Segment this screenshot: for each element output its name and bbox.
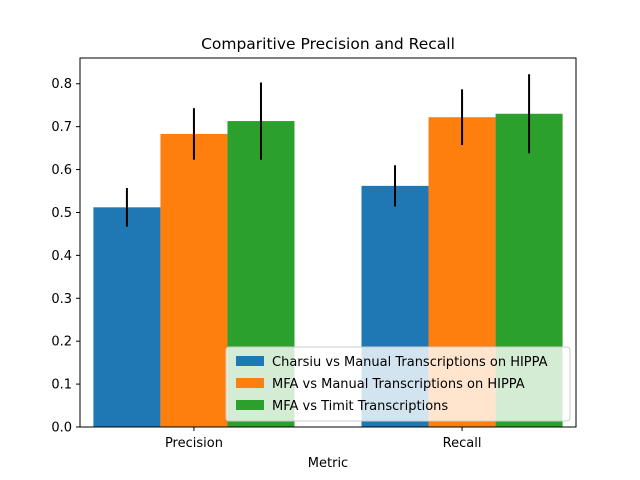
y-tick-label: 0.5: [51, 206, 72, 221]
x-tick-label-precision: Precision: [165, 436, 223, 451]
bar-precision-series-2: [160, 133, 228, 427]
bar-precision-series-1: [93, 207, 161, 427]
legend-swatch-series-2: [236, 378, 264, 388]
chart-title: Comparitive Precision and Recall: [201, 35, 455, 53]
legend-label-series-2: MFA vs Manual Transcriptions on HIPPA: [272, 377, 525, 392]
y-tick-label: 0.7: [51, 120, 72, 135]
y-tick-label: 0.4: [51, 249, 72, 264]
legend-box: [225, 346, 571, 422]
plot-frame: [79, 57, 577, 428]
legend-label-series-3: MFA vs Timit Transcriptions: [272, 399, 448, 414]
legend-swatch-series-3: [236, 400, 264, 410]
legend: Charsiu vs Manual Transcriptions on HIPP…: [225, 346, 571, 422]
legend-swatch-series-1: [236, 356, 264, 366]
y-tick-label: 0.2: [51, 335, 72, 350]
x-tick-label-recall: Recall: [443, 436, 482, 451]
y-tick-label: 0.3: [51, 292, 72, 307]
error-bars-layer: [125, 74, 531, 227]
x-axis-label: Metric: [308, 456, 348, 471]
y-tick-label: 0.0: [51, 421, 72, 436]
axes-layer: 0.0 0.1 0.2 0.3 0.4 0.5 0.6 0.7 0.8 Precision Reca…: [51, 57, 577, 451]
y-tick-label: 0.8: [51, 77, 72, 92]
legend-label-series-1: Charsiu vs Manual Transcriptions on HIPP…: [272, 355, 548, 370]
y-tick-label: 0.1: [51, 378, 72, 393]
y-tick-label: 0.6: [51, 163, 72, 178]
